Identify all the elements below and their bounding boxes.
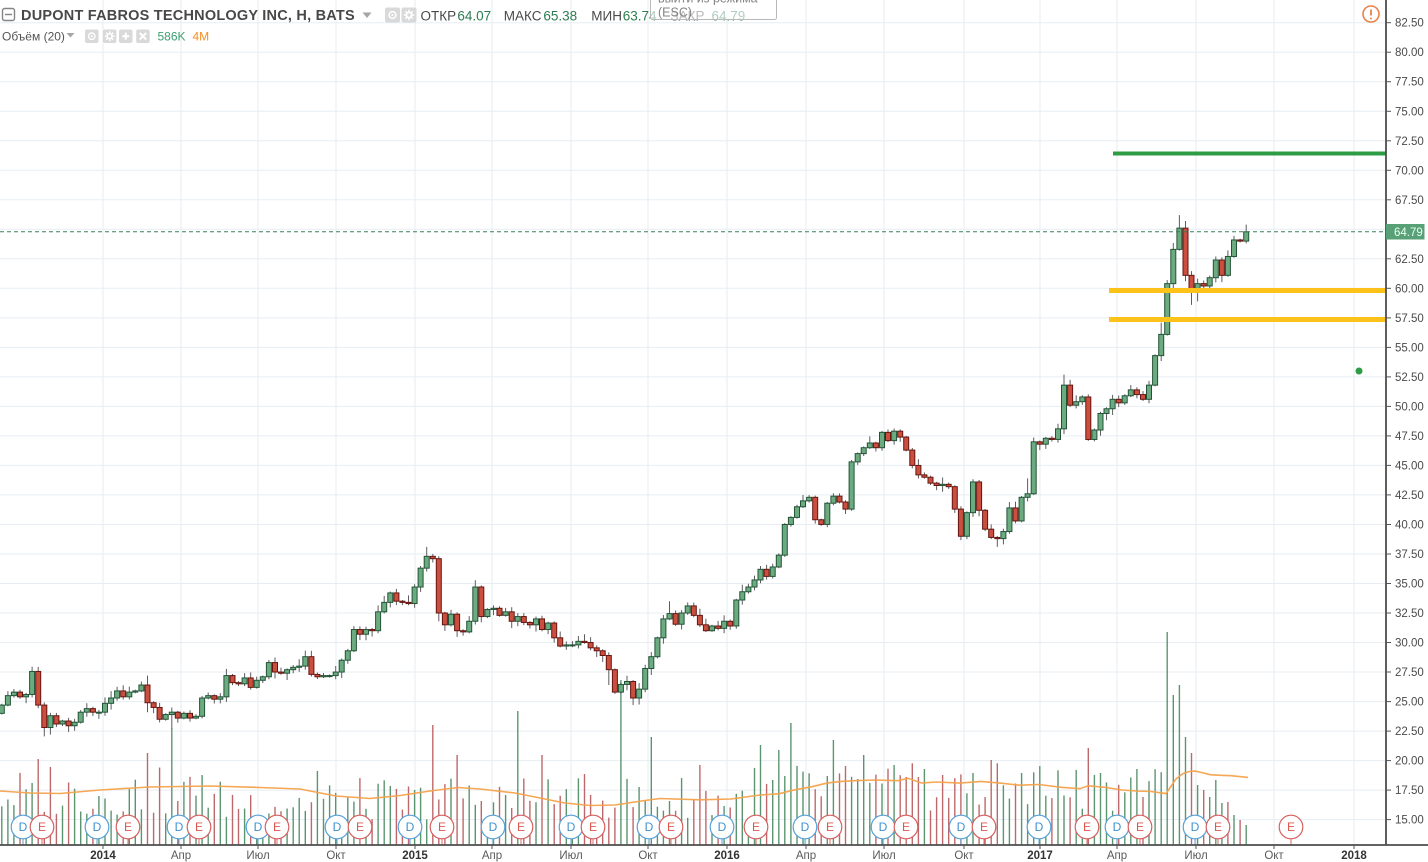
svg-text:D: D bbox=[567, 820, 576, 834]
svg-text:2016: 2016 bbox=[714, 850, 740, 862]
svg-text:72.50: 72.50 bbox=[1395, 136, 1424, 148]
svg-text:60.00: 60.00 bbox=[1395, 283, 1424, 295]
svg-text:Апр: Апр bbox=[1107, 850, 1127, 862]
svg-text:Окт: Окт bbox=[954, 850, 974, 862]
svg-text:E: E bbox=[980, 820, 988, 834]
svg-text:МАКС: МАКС bbox=[504, 9, 542, 24]
svg-text:D: D bbox=[254, 820, 263, 834]
svg-text:65.38: 65.38 bbox=[543, 9, 577, 24]
svg-text:Июл: Июл bbox=[872, 850, 895, 862]
svg-text:DUPONT FABROS TECHNOLOGY INC,: DUPONT FABROS TECHNOLOGY INC, H, BATS bbox=[21, 8, 355, 24]
svg-text:выйти из режима: выйти из режима bbox=[658, 0, 758, 6]
svg-text:D: D bbox=[93, 820, 102, 834]
svg-text:32.50: 32.50 bbox=[1395, 608, 1424, 620]
svg-text:E: E bbox=[1287, 820, 1295, 834]
svg-text:77.50: 77.50 bbox=[1395, 77, 1424, 89]
svg-text:42.50: 42.50 bbox=[1395, 490, 1424, 502]
svg-text:Апр: Апр bbox=[796, 850, 816, 862]
svg-text:67.50: 67.50 bbox=[1395, 195, 1424, 207]
svg-text:64.07: 64.07 bbox=[457, 9, 491, 24]
svg-text:22.50: 22.50 bbox=[1395, 726, 1424, 738]
svg-text:D: D bbox=[1035, 820, 1044, 834]
svg-text:Июл: Июл bbox=[559, 850, 582, 862]
svg-text:17.50: 17.50 bbox=[1395, 785, 1424, 797]
svg-text:D: D bbox=[1191, 820, 1200, 834]
svg-text:35.00: 35.00 bbox=[1395, 579, 1424, 591]
svg-text:Объём (20): Объём (20) bbox=[2, 30, 65, 44]
svg-text:E: E bbox=[752, 820, 760, 834]
svg-text:2014: 2014 bbox=[90, 850, 116, 862]
svg-text:45.00: 45.00 bbox=[1395, 460, 1424, 472]
svg-text:ОТКР: ОТКР bbox=[421, 9, 457, 24]
svg-text:E: E bbox=[273, 820, 281, 834]
svg-text:D: D bbox=[718, 820, 727, 834]
svg-text:63.74: 63.74 bbox=[623, 9, 657, 24]
svg-text:80.00: 80.00 bbox=[1395, 47, 1424, 59]
svg-text:D: D bbox=[801, 820, 810, 834]
svg-text:E: E bbox=[517, 820, 525, 834]
svg-text:D: D bbox=[645, 820, 654, 834]
svg-text:47.50: 47.50 bbox=[1395, 431, 1424, 443]
svg-text:2018: 2018 bbox=[1341, 850, 1367, 862]
svg-text:D: D bbox=[19, 820, 28, 834]
svg-text:E: E bbox=[195, 820, 203, 834]
svg-text:Апр: Апр bbox=[482, 850, 502, 862]
svg-text:75.00: 75.00 bbox=[1395, 106, 1424, 118]
svg-text:4M: 4M bbox=[193, 30, 210, 44]
svg-text:15.00: 15.00 bbox=[1395, 815, 1424, 827]
svg-text:D: D bbox=[406, 820, 415, 834]
svg-text:E: E bbox=[38, 820, 46, 834]
svg-text:82.50: 82.50 bbox=[1395, 18, 1424, 30]
svg-text:30.00: 30.00 bbox=[1395, 638, 1424, 650]
svg-text:Июл: Июл bbox=[1184, 850, 1207, 862]
svg-text:Окт: Окт bbox=[638, 850, 658, 862]
svg-text:50.00: 50.00 bbox=[1395, 401, 1424, 413]
svg-text:E: E bbox=[124, 820, 132, 834]
svg-text:D: D bbox=[489, 820, 498, 834]
svg-text:D: D bbox=[175, 820, 184, 834]
svg-text:586K: 586K bbox=[158, 30, 186, 44]
svg-text:52.50: 52.50 bbox=[1395, 372, 1424, 384]
svg-text:70.00: 70.00 bbox=[1395, 165, 1424, 177]
svg-text:E: E bbox=[667, 820, 675, 834]
svg-text:40.00: 40.00 bbox=[1395, 520, 1424, 532]
svg-text:57.50: 57.50 bbox=[1395, 313, 1424, 325]
svg-text:E: E bbox=[1214, 820, 1222, 834]
svg-text:D: D bbox=[1113, 820, 1122, 834]
svg-text:Июл: Июл bbox=[246, 850, 269, 862]
svg-text:62.50: 62.50 bbox=[1395, 254, 1424, 266]
svg-text:МИН: МИН bbox=[591, 9, 622, 24]
svg-text:20.00: 20.00 bbox=[1395, 756, 1424, 768]
svg-text:37.50: 37.50 bbox=[1395, 549, 1424, 561]
svg-text:2017: 2017 bbox=[1027, 850, 1053, 862]
svg-text:E: E bbox=[589, 820, 597, 834]
svg-text:D: D bbox=[333, 820, 342, 834]
svg-text:E: E bbox=[826, 820, 834, 834]
svg-text:(ESC): (ESC) bbox=[658, 6, 692, 20]
svg-text:Апр: Апр bbox=[171, 850, 191, 862]
svg-text:E: E bbox=[1136, 820, 1144, 834]
svg-text:E: E bbox=[902, 820, 910, 834]
svg-text:25.00: 25.00 bbox=[1395, 697, 1424, 709]
svg-text:D: D bbox=[879, 820, 888, 834]
svg-text:E: E bbox=[1083, 820, 1091, 834]
svg-text:27.50: 27.50 bbox=[1395, 667, 1424, 679]
svg-text:64.79: 64.79 bbox=[1394, 227, 1423, 239]
svg-text:E: E bbox=[438, 820, 446, 834]
svg-text:Окт: Окт bbox=[326, 850, 346, 862]
svg-text:Окт: Окт bbox=[1264, 850, 1284, 862]
svg-text:E: E bbox=[356, 820, 364, 834]
svg-text:D: D bbox=[957, 820, 966, 834]
svg-text:55.00: 55.00 bbox=[1395, 342, 1424, 354]
svg-text:2015: 2015 bbox=[402, 850, 428, 862]
